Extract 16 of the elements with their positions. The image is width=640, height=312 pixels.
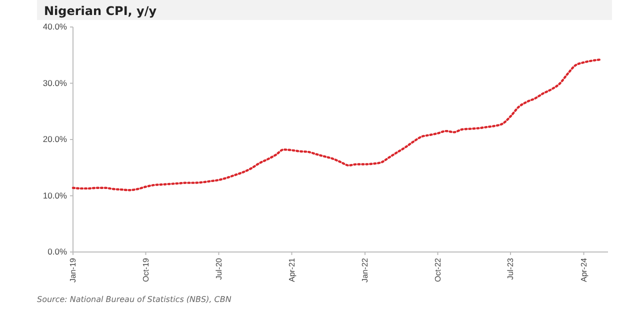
- x-tick-label: Jul-23: [506, 257, 516, 280]
- x-tick-label: Apr-24: [579, 257, 588, 282]
- source-note: Source: National Bureau of Statistics (NBS), CBN: [37, 295, 232, 304]
- y-tick-label: 40.0%: [42, 22, 68, 32]
- chart-title: Nigerian CPI, y/y: [44, 4, 157, 18]
- y-tick-label: 30.0%: [42, 78, 68, 88]
- line-series: [72, 58, 602, 192]
- y-tick-label: 20.0%: [42, 134, 68, 144]
- x-tick-label: Jan-19: [68, 257, 78, 282]
- x-tick-label: Oct-22: [433, 257, 442, 282]
- y-tick-label: 0.0%: [48, 246, 68, 257]
- y-tick-label: 10.0%: [42, 190, 68, 200]
- x-tick-label: Oct-19: [141, 257, 150, 282]
- x-tick-label: Jan-22: [360, 257, 370, 282]
- x-tick-label: Apr-21: [287, 257, 296, 282]
- x-tick-label: Jul-20: [214, 257, 224, 280]
